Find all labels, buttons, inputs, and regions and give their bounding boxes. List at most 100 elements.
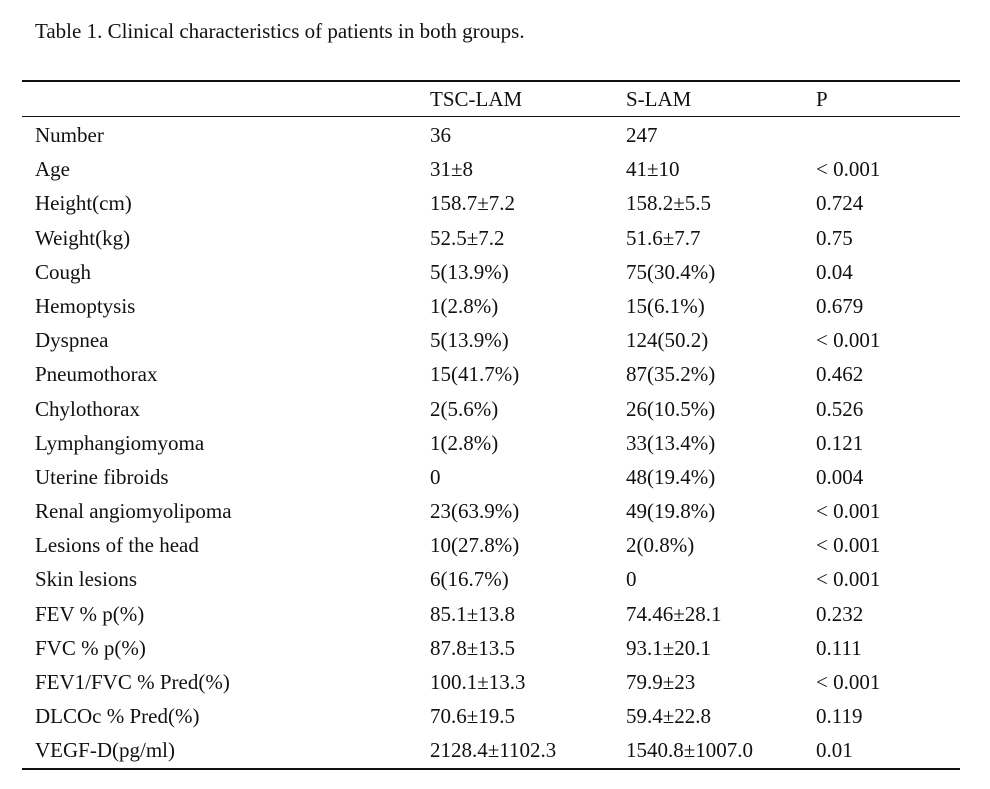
table-row: Cough 5(13.9%) 75(30.4%) 0.04	[22, 255, 960, 289]
cell-tsc-lam: 15(41.7%)	[430, 362, 520, 387]
cell-s-lam: 0	[626, 567, 637, 592]
table-row: Renal angiomyolipoma 23(63.9%) 49(19.8%) <…	[22, 494, 960, 528]
cell-p-value: < 0.001	[816, 567, 881, 592]
row-label: Cough	[35, 259, 92, 284]
cell-p-value: 0.119	[816, 704, 863, 729]
cell-tsc-lam: 5(13.9%)	[430, 259, 509, 284]
cell-tsc-lam: 70.6±19.5	[430, 704, 516, 729]
cell-p-value: 0.232	[816, 601, 864, 626]
cell-tsc-lam: 85.1±13.8	[430, 601, 516, 626]
cell-p-value: 0.724	[816, 191, 864, 216]
row-label: Renal angiomyolipoma	[35, 499, 232, 524]
cell-p-value: 0.121	[816, 430, 864, 455]
cell-s-lam: 93.1±20.1	[626, 635, 712, 660]
header-cell-p: P	[816, 87, 828, 111]
row-label: FVC % p(%)	[35, 635, 146, 660]
cell-s-lam: 15(6.1%)	[626, 293, 705, 318]
table-row: FEV % p(%) 85.1±13.8 74.46±28.1 0.232	[22, 597, 960, 631]
table-row: Dyspnea 5(13.9%) 124(50.2) < 0.001	[22, 323, 960, 357]
row-label: DLCOc % Pred(%)	[35, 704, 200, 729]
table-row: Lymphangiomyoma 1(2.8%) 33(13.4%) 0.121	[22, 426, 960, 460]
table-header-rule	[22, 116, 960, 117]
cell-p-value: < 0.001	[816, 533, 881, 558]
row-label: Number	[35, 123, 104, 147]
cell-s-lam: 247	[626, 123, 658, 147]
table-row: VEGF-D(pg/ml) 2128.4±1102.3 1540.8±1007.0 0…	[22, 733, 960, 767]
cell-tsc-lam: 100.1±13.3	[430, 670, 526, 694]
cell-tsc-lam: 1(2.8%)	[430, 293, 499, 318]
row-label: FEV1/FVC % Pred(%)	[35, 670, 230, 694]
table-caption: Table 1. Clinical characteristics of pat…	[35, 19, 525, 43]
cell-tsc-lam: 87.8±13.5	[430, 635, 516, 660]
table-row: Chylothorax 2(5.6%) 26(10.5%) 0.526	[22, 392, 960, 426]
table-row: Skin lesions 6(16.7%) 0 < 0.001	[22, 562, 960, 596]
table-row: FVC % p(%) 87.8±13.5 93.1±20.1 0.111	[22, 631, 960, 665]
cell-tsc-lam: 5(13.9%)	[430, 328, 509, 353]
row-label: Chylothorax	[35, 396, 140, 421]
cell-tsc-lam: 2128.4±1102.3	[430, 738, 557, 763]
cell-tsc-lam: 1(2.8%)	[430, 430, 499, 455]
table-body: Number 36 247 Age 31±8 41±10 < 0.001 Height(cm…	[22, 117, 960, 768]
cell-tsc-lam: 23(63.9%)	[430, 499, 520, 524]
cell-p-value: 0.111	[816, 635, 862, 660]
cell-p-value: < 0.001	[816, 499, 881, 524]
table-row: Weight(kg) 52.5±7.2 51.6±7.7 0.75	[22, 221, 960, 255]
cell-p-value: < 0.001	[816, 157, 881, 182]
row-label: Lymphangiomyoma	[35, 430, 205, 455]
cell-p-value: 0.04	[816, 259, 853, 284]
cell-s-lam: 79.9±23	[626, 670, 696, 694]
cell-s-lam: 59.4±22.8	[626, 704, 712, 729]
cell-s-lam: 87(35.2%)	[626, 362, 716, 387]
cell-tsc-lam: 158.7±7.2	[430, 191, 516, 216]
cell-p-value: 0.75	[816, 225, 853, 250]
cell-tsc-lam: 10(27.8%)	[430, 533, 520, 558]
cell-s-lam: 49(19.8%)	[626, 499, 716, 524]
table-row: Number 36 247	[22, 118, 960, 152]
cell-p-value: < 0.001	[816, 328, 881, 353]
cell-tsc-lam: 0	[430, 464, 441, 489]
cell-s-lam: 26(10.5%)	[626, 396, 716, 421]
cell-s-lam: 75(30.4%)	[626, 259, 716, 284]
cell-tsc-lam: 6(16.7%)	[430, 567, 509, 592]
cell-tsc-lam: 31±8	[430, 157, 474, 182]
table-row: DLCOc % Pred(%) 70.6±19.5 59.4±22.8 0.119	[22, 699, 960, 733]
cell-p-value: 0.679	[816, 293, 864, 318]
table-row: Uterine fibroids 0 48(19.4%) 0.004	[22, 460, 960, 494]
row-label: Age	[35, 157, 70, 182]
header-cell-tsc-lam: TSC-LAM	[430, 87, 523, 111]
row-label: Height(cm)	[35, 191, 132, 216]
row-label: VEGF-D(pg/ml)	[35, 738, 175, 763]
row-label: Hemoptysis	[35, 293, 136, 318]
cell-s-lam: 33(13.4%)	[626, 430, 716, 455]
cell-tsc-lam: 2(5.6%)	[430, 396, 499, 421]
row-label: Uterine fibroids	[35, 464, 169, 489]
cell-s-lam: 51.6±7.7	[626, 225, 701, 250]
row-label: FEV % p(%)	[35, 601, 145, 626]
table-row: Lesions of the head 10(27.8%) 2(0.8%) < 0.…	[22, 528, 960, 562]
cell-s-lam: 74.46±28.1	[626, 601, 722, 626]
table-bottom-rule	[22, 767, 960, 770]
cell-p-value: 0.004	[816, 464, 864, 489]
table-row: Pneumothorax 15(41.7%) 87(35.2%) 0.462	[22, 357, 960, 391]
table-header-row: TSC-LAM S-LAM P	[22, 82, 960, 116]
table-top-rule	[22, 80, 960, 82]
row-label: Skin lesions	[35, 567, 138, 592]
cell-p-value: 0.462	[816, 362, 864, 387]
cell-s-lam: 124(50.2)	[626, 328, 709, 353]
cell-s-lam: 41±10	[626, 157, 680, 182]
table-row: FEV1/FVC % Pred(%) 100.1±13.3 79.9±23 < 0.…	[22, 665, 960, 699]
table-row: Height(cm) 158.7±7.2 158.2±5.5 0.724	[22, 186, 960, 220]
cell-tsc-lam: 52.5±7.2	[430, 225, 505, 250]
row-label: Lesions of the head	[35, 533, 199, 558]
cell-p-value: 0.01	[816, 738, 853, 763]
clinical-table: TSC-LAM S-LAM P Number 36 247 Age 31±8 41±10 …	[22, 80, 960, 770]
cell-s-lam: 48(19.4%)	[626, 464, 716, 489]
row-label: Weight(kg)	[35, 225, 131, 250]
cell-s-lam: 158.2±5.5	[626, 191, 712, 216]
row-label: Pneumothorax	[35, 362, 158, 387]
cell-s-lam: 1540.8±1007.0	[626, 738, 754, 763]
cell-p-value: 0.526	[816, 396, 864, 421]
row-label: Dyspnea	[35, 328, 109, 353]
header-cell-s-lam: S-LAM	[626, 87, 692, 111]
cell-p-value: < 0.001	[816, 670, 881, 694]
